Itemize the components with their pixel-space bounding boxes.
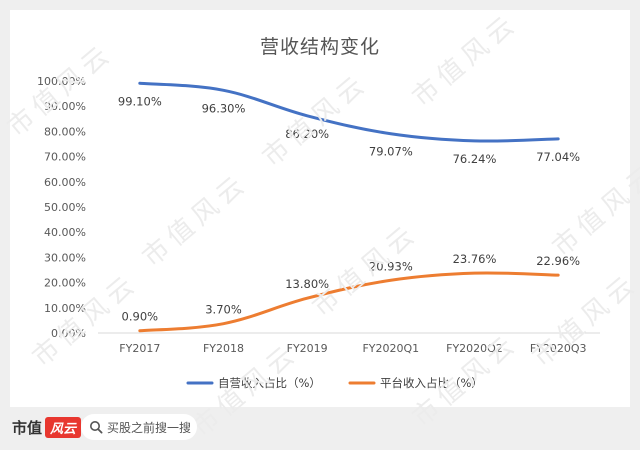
data-label: 76.24%	[453, 152, 497, 166]
x-tick-label: FY2017	[119, 342, 160, 355]
y-tick-label: 10.00%	[44, 302, 86, 315]
data-label: 23.76%	[453, 252, 497, 266]
chart-title: 营收结构变化	[259, 36, 380, 58]
y-tick-label: 70.00%	[44, 151, 86, 164]
legend-label: 平台收入占比（%）	[380, 376, 483, 390]
legend-label: 自营收入占比（%）	[218, 376, 321, 390]
chart-card: 营收结构变化 0.00% 10.00% 20.00% 30.00% 40.00% 50.0…	[10, 10, 630, 407]
x-tick-label: FY2019	[287, 342, 328, 355]
y-tick-label: 90.00%	[44, 100, 86, 113]
data-label: 86.20%	[285, 127, 329, 141]
y-tick-label: 50.00%	[44, 201, 86, 214]
search-bar[interactable]: 买股之前搜一搜	[81, 414, 197, 440]
y-tick-label: 100.00%	[37, 75, 86, 88]
y-tick-label: 0.00%	[51, 327, 86, 340]
search-icon	[90, 421, 103, 434]
footer-bar: 市值 风云 买股之前搜一搜	[0, 413, 640, 443]
data-label: 22.96%	[536, 254, 580, 268]
y-tick-label: 40.00%	[44, 226, 86, 239]
brand-mark: 风云	[45, 417, 82, 438]
data-label: 13.80%	[285, 277, 329, 291]
line-chart: 0.00% 10.00% 20.00% 30.00% 40.00% 50.00% 60.00…	[37, 75, 600, 390]
data-label: 0.90%	[122, 310, 159, 324]
search-placeholder: 买股之前搜一搜	[107, 420, 192, 435]
y-tick-label: 60.00%	[44, 176, 86, 189]
brand-text: 市值	[12, 419, 43, 437]
brand-logo: 市值 风云	[12, 417, 82, 438]
y-tick-label: 30.00%	[44, 251, 86, 264]
data-label: 96.30%	[202, 101, 246, 115]
data-label: 20.93%	[369, 259, 413, 273]
y-tick-label: 80.00%	[44, 125, 86, 138]
x-tick-label: FY2018	[203, 342, 244, 355]
series-line-2	[138, 271, 560, 333]
x-tick-label: FY2020Q3	[530, 342, 587, 355]
data-label: 77.04%	[536, 150, 580, 164]
x-tick-label: FY2020Q2	[446, 342, 503, 355]
x-tick-label: FY2020Q1	[362, 342, 419, 355]
y-tick-label: 20.00%	[44, 277, 86, 290]
series-line-1	[138, 81, 560, 143]
data-label: 99.10%	[118, 94, 162, 108]
data-label: 3.70%	[205, 303, 242, 317]
data-label: 79.07%	[369, 145, 413, 159]
